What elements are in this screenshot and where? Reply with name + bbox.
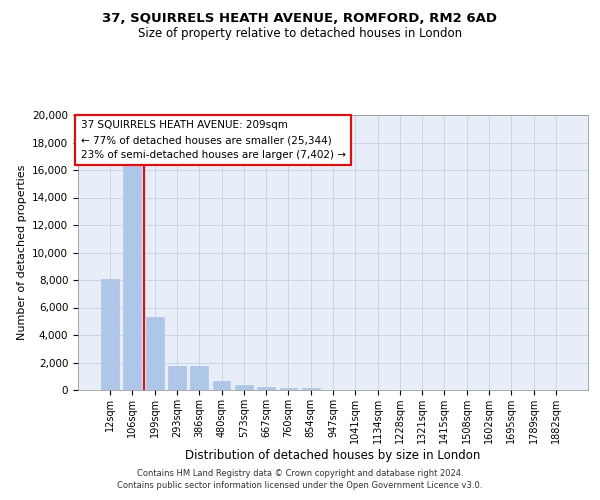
Text: 37 SQUIRRELS HEATH AVENUE: 209sqm
← 77% of detached houses are smaller (25,344)
: 37 SQUIRRELS HEATH AVENUE: 209sqm ← 77% … bbox=[80, 120, 346, 160]
Text: Contains HM Land Registry data © Crown copyright and database right 2024.: Contains HM Land Registry data © Crown c… bbox=[137, 468, 463, 477]
Bar bbox=[235, 386, 253, 390]
Bar bbox=[280, 388, 298, 390]
Bar bbox=[101, 278, 119, 390]
Text: Contains public sector information licensed under the Open Government Licence v3: Contains public sector information licen… bbox=[118, 481, 482, 490]
Bar bbox=[302, 388, 320, 390]
Bar bbox=[146, 317, 164, 390]
X-axis label: Distribution of detached houses by size in London: Distribution of detached houses by size … bbox=[185, 448, 481, 462]
Text: Size of property relative to detached houses in London: Size of property relative to detached ho… bbox=[138, 28, 462, 40]
Bar bbox=[190, 366, 208, 390]
Bar bbox=[257, 388, 275, 390]
Text: 37, SQUIRRELS HEATH AVENUE, ROMFORD, RM2 6AD: 37, SQUIRRELS HEATH AVENUE, ROMFORD, RM2… bbox=[103, 12, 497, 26]
Y-axis label: Number of detached properties: Number of detached properties bbox=[17, 165, 26, 340]
Bar bbox=[124, 163, 142, 390]
Bar bbox=[212, 382, 230, 390]
Bar bbox=[168, 366, 186, 390]
